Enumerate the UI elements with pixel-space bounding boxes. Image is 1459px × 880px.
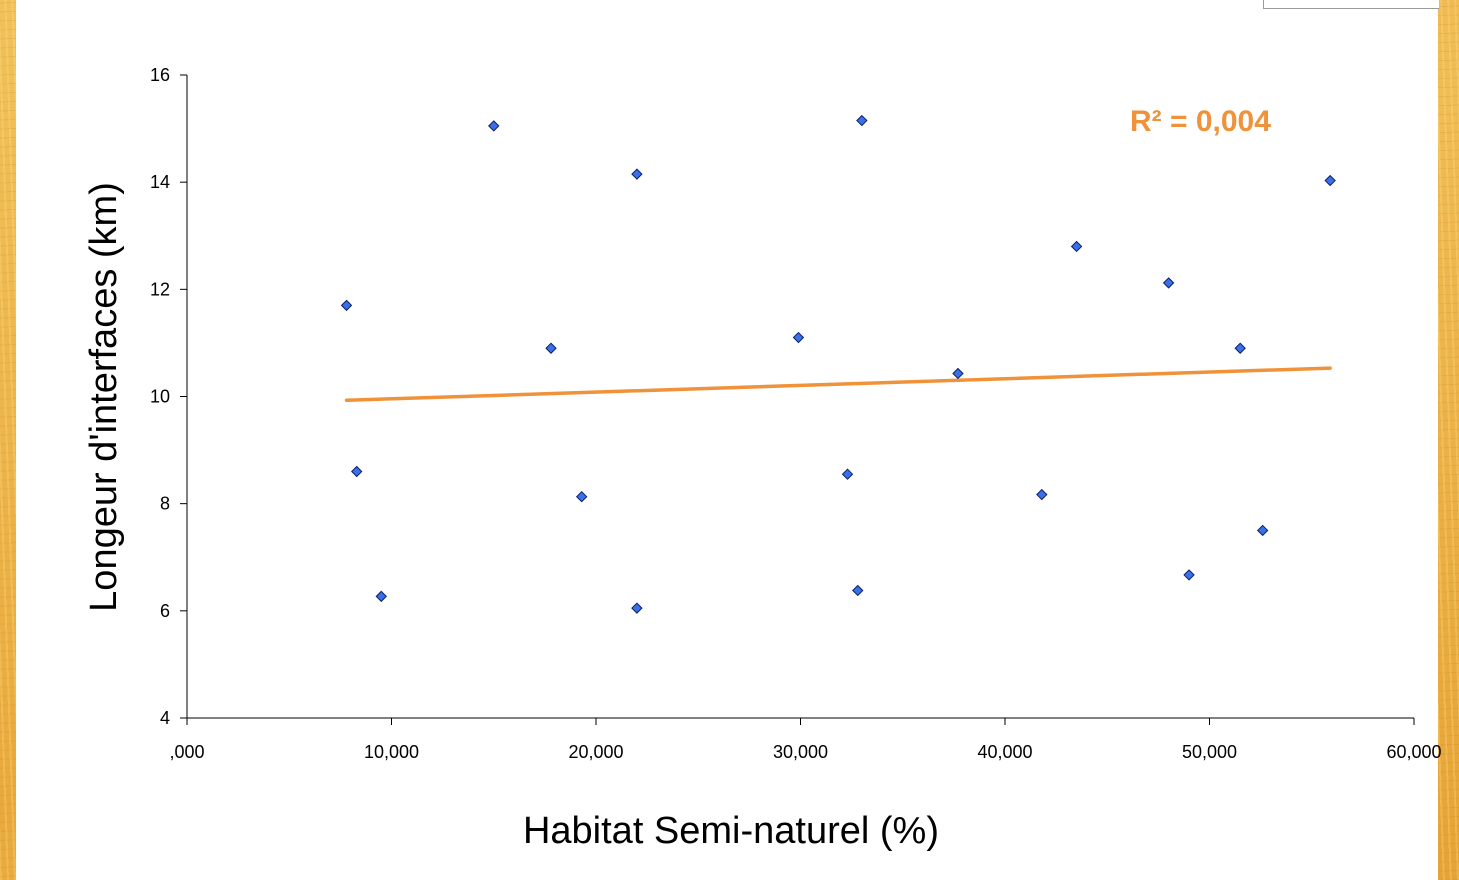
y-tick-label: 14: [150, 172, 170, 192]
data-point: [575, 490, 588, 503]
y-tick-label: 6: [160, 601, 170, 621]
y-tick-label: 12: [150, 279, 170, 299]
data-point: [340, 299, 353, 312]
data-point: [841, 468, 854, 480]
data-point: [1256, 524, 1269, 537]
data-point: [952, 367, 964, 380]
data-point: [1162, 277, 1175, 289]
data-point: [792, 331, 805, 344]
x-tick-label: 60,000: [1386, 742, 1441, 762]
x-tick-label: 40,000: [977, 742, 1032, 762]
x-ticks: ,000 10,000 20,000 30,000 40,000 50,000 60,000: [169, 718, 1442, 762]
x-axis-title: Habitat Semi-naturel (%): [523, 810, 939, 852]
data-point: [488, 120, 500, 132]
y-tick-label: 4: [160, 708, 170, 728]
chart-panel: [16, 0, 1438, 880]
y-tick-label: 10: [150, 387, 170, 407]
data-point: [1234, 342, 1246, 354]
data-point: [1183, 569, 1195, 581]
data-point: [631, 168, 643, 180]
r-squared-label: R² = 0,004: [1130, 105, 1271, 138]
data-point: [631, 602, 643, 614]
data-point: [852, 584, 864, 597]
points-group: [340, 114, 1336, 614]
x-tick-label: 50,000: [1182, 742, 1237, 762]
axes: [186, 75, 1414, 719]
x-tick-label: 30,000: [773, 742, 828, 762]
trendline: [344, 366, 1332, 403]
data-point: [1070, 240, 1083, 253]
data-point: [351, 465, 363, 478]
x-tick-label: 20,000: [568, 742, 623, 762]
data-point: [1036, 488, 1048, 501]
y-axis-title: Longeur d'interfaces (km): [83, 182, 125, 612]
x-tick-label: ,000: [169, 742, 204, 762]
trendline-group: [344, 366, 1332, 403]
data-point: [375, 590, 387, 603]
y-tick-label: 8: [160, 494, 170, 514]
y-tick-label: 16: [150, 65, 170, 85]
data-point: [545, 342, 557, 354]
top-right-box: [1263, 0, 1439, 9]
y-ticks: 4 6 8 10 12 14 16: [150, 65, 187, 728]
x-tick-label: 10,000: [364, 742, 419, 762]
data-point: [1324, 174, 1336, 187]
data-point: [856, 114, 868, 127]
